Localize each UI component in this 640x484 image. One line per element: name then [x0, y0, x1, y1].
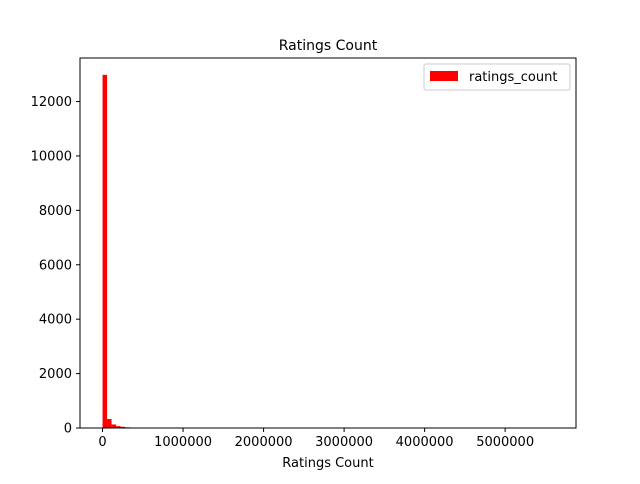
x-tick-label: 0 [98, 435, 106, 450]
x-tick-label: 5000000 [476, 435, 534, 450]
x-tick-label: 4000000 [396, 435, 454, 450]
histogram-bar [103, 75, 108, 428]
y-tick-label: 2000 [39, 367, 72, 382]
x-tick-label: 1000000 [154, 435, 212, 450]
legend-swatch [430, 71, 458, 81]
y-tick-label: 10000 [31, 149, 72, 164]
y-tick-label: 0 [64, 422, 72, 437]
chart-title: Ratings Count [279, 38, 378, 54]
y-tick-label: 4000 [39, 313, 72, 328]
x-axis-label: Ratings Count [282, 456, 373, 471]
x-tick-label: 2000000 [235, 435, 293, 450]
y-tick-label: 12000 [31, 95, 72, 110]
x-tick-label: 3000000 [315, 435, 373, 450]
legend: ratings_count [424, 64, 570, 90]
y-tick-label: 6000 [39, 258, 72, 273]
histogram-bar [107, 419, 112, 428]
y-tick-label: 8000 [39, 204, 72, 219]
legend-label: ratings_count [469, 70, 557, 85]
histogram-bar [112, 424, 117, 428]
